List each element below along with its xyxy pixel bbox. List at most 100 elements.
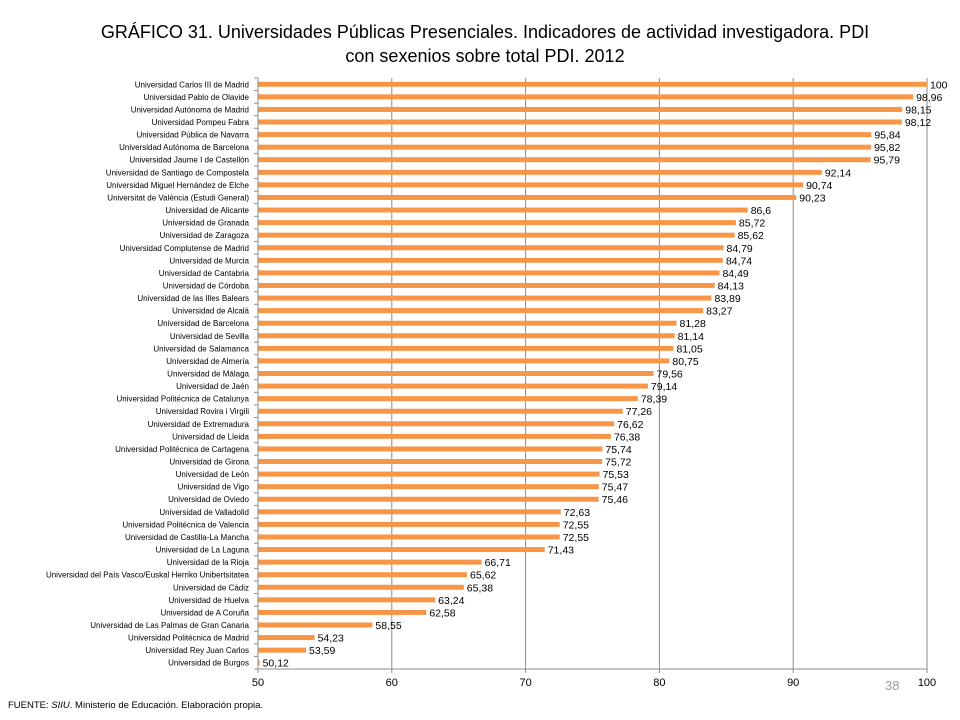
- bar: [258, 496, 599, 502]
- chart-title-line-2: con sexenios sobre total PDI. 2012: [345, 46, 625, 66]
- bar: [258, 547, 545, 553]
- category-label: Universidad Pública de Navarra: [137, 131, 250, 140]
- bar: [258, 433, 611, 439]
- value-label: 78,39: [641, 394, 667, 406]
- value-label: 83,27: [706, 306, 732, 318]
- value-label: 76,62: [617, 419, 643, 431]
- bar: [258, 308, 704, 314]
- value-label: 63,24: [438, 595, 464, 607]
- category-label: Universidad Jaume I de Castellón: [129, 156, 249, 165]
- category-label: Universidad de Las Palmas de Gran Canari…: [90, 621, 249, 630]
- bar: [258, 383, 648, 389]
- bar: [258, 358, 670, 364]
- value-label: 81,28: [680, 318, 706, 330]
- value-label: 50,12: [263, 658, 289, 670]
- category-label: Universidad de Murcia: [169, 256, 249, 265]
- bar: [258, 194, 797, 200]
- x-tick-label: 80: [653, 677, 665, 689]
- value-label: 77,26: [626, 406, 652, 418]
- bar: [258, 182, 804, 188]
- category-label: Universidad Miguel Hernández de Elche: [106, 181, 249, 190]
- category-label: Universidad de Sevilla: [170, 332, 250, 341]
- value-label: 98,15: [905, 104, 931, 116]
- labels: 50 60 70 80 90 100 Universidad Carlos III de M…: [46, 79, 948, 689]
- value-label: 75,72: [605, 457, 631, 469]
- bar: [258, 245, 724, 251]
- x-tick-label: 70: [519, 677, 531, 689]
- category-label: Universidad del País Vasco/Euskal Herrik…: [46, 571, 250, 580]
- bar: [258, 282, 715, 288]
- category-label: Universidad de Vigo: [178, 483, 250, 492]
- value-label: 65,62: [470, 570, 496, 582]
- category-label: Universidad de Girona: [169, 458, 249, 467]
- category-label: Universidad Pompeu Fabra: [152, 118, 250, 127]
- bar: [258, 232, 735, 238]
- category-label: Universidad de Salamanca: [153, 344, 249, 353]
- value-label: 98,12: [905, 117, 931, 129]
- value-label: 75,74: [605, 444, 631, 456]
- bar: [258, 521, 560, 527]
- value-label: 84,13: [718, 280, 744, 292]
- value-label: 75,47: [602, 482, 628, 494]
- category-label: Universidad de Extremadura: [148, 420, 250, 429]
- bar: [258, 333, 675, 339]
- value-label: 84,79: [726, 243, 752, 255]
- category-label: Universidad de Huelva: [169, 596, 250, 605]
- bar: [258, 295, 712, 301]
- category-label: Universidad de Valladolid: [159, 508, 249, 517]
- category-label: Universidad de Burgos: [168, 659, 249, 668]
- category-label: Universidad de Zaragoza: [160, 231, 250, 240]
- bar: [258, 572, 467, 578]
- bar: [258, 169, 822, 175]
- value-label: 90,74: [806, 180, 832, 192]
- bar: [258, 132, 872, 138]
- category-label: Universidad de Alcalá: [172, 307, 249, 316]
- bar: [258, 597, 436, 603]
- bar: [258, 635, 315, 641]
- category-label: Universidad Politécnica de Cartagena: [115, 445, 249, 454]
- value-label: 62,58: [429, 607, 455, 619]
- category-label: Universidad de la Rioja: [167, 558, 250, 567]
- value-label: 79,56: [657, 369, 683, 381]
- x-tick-label: 90: [787, 677, 799, 689]
- bar: [258, 220, 736, 226]
- category-label: Universidad de Granada: [162, 219, 249, 228]
- category-label: Universidad de Oviedo: [168, 495, 249, 504]
- bar: [258, 207, 748, 213]
- value-label: 72,55: [563, 532, 589, 544]
- x-tick-label: 60: [386, 677, 398, 689]
- bar: [258, 471, 600, 477]
- chart-title: GRÁFICO 31. Universidades Públicas Prese…: [60, 20, 910, 68]
- category-label: Universidad Complutense de Madrid: [120, 244, 249, 253]
- bar: [258, 446, 603, 452]
- bar: [258, 371, 654, 376]
- source-rest: . Ministerio de Educación. Elaboración p…: [69, 700, 264, 711]
- value-label: 84,74: [726, 255, 752, 267]
- category-label: Universidad Politécnica de Catalunya: [116, 395, 249, 404]
- bar: [258, 396, 638, 402]
- category-label: Universidad de Lleida: [172, 432, 249, 441]
- category-label: Universidad Autónoma de Madrid: [131, 105, 249, 114]
- category-label: Universidad de León: [176, 470, 249, 479]
- bar: [258, 270, 720, 276]
- bar: [258, 320, 677, 326]
- bar: [258, 609, 427, 615]
- category-label: Universidad de Alicante: [165, 206, 249, 215]
- category-label: Universidad de las Illes Balears: [137, 294, 249, 303]
- value-label: 53,59: [309, 645, 335, 657]
- category-label: Universidad Rovira i Virgili: [156, 407, 249, 416]
- category-label: Universidad Politécnica de Valencia: [122, 520, 249, 529]
- source-note: FUENTE: SIIU. Ministerio de Educación. E…: [8, 700, 263, 711]
- category-label: Universidad de Jaén: [176, 382, 249, 391]
- bar: [258, 459, 603, 465]
- value-label: 98,96: [916, 92, 942, 104]
- value-label: 58,55: [375, 620, 401, 632]
- category-label: Universidad Carlos III de Madrid: [135, 80, 249, 89]
- value-label: 75,46: [602, 494, 628, 506]
- category-label: Universidad de Córdoba: [163, 281, 250, 290]
- bar: [258, 144, 872, 150]
- category-label: Universidad Rey Juan Carlos: [145, 646, 249, 655]
- category-label: Universidad de Santiago de Compostela: [106, 168, 250, 177]
- value-label: 85,62: [738, 230, 764, 242]
